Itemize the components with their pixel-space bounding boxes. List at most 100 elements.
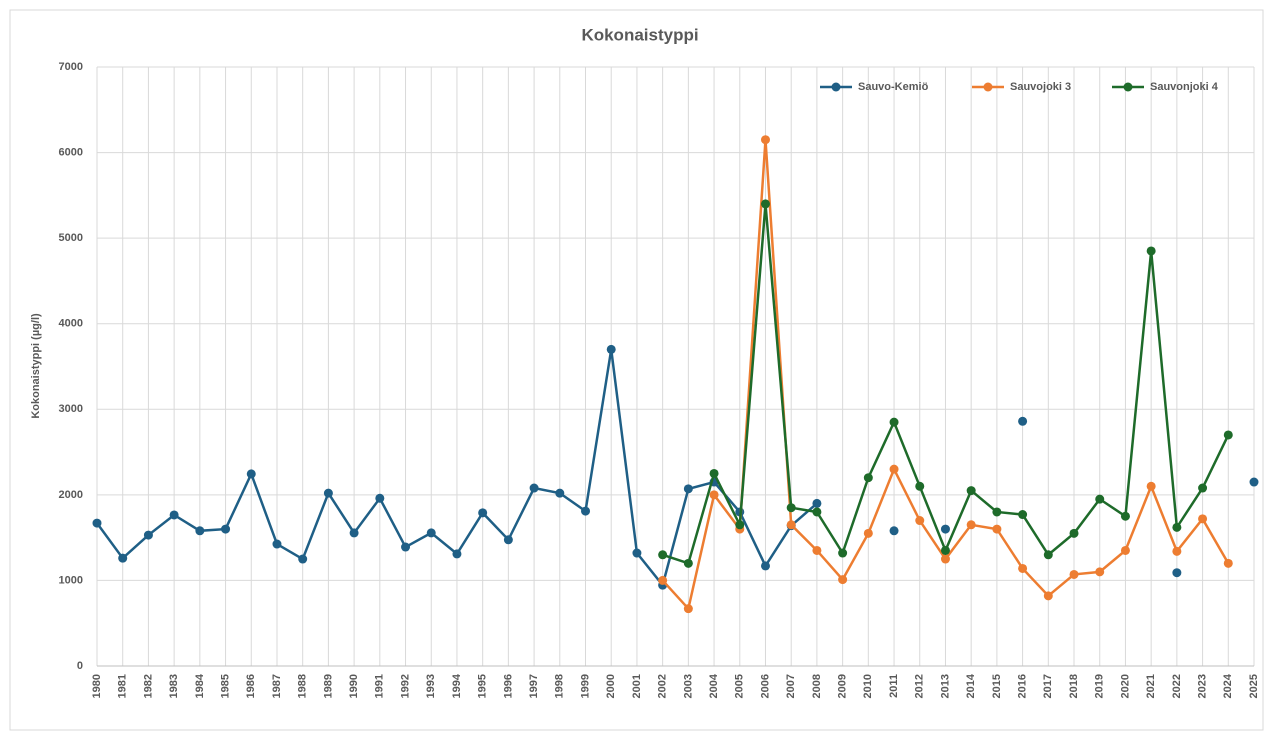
data-point bbox=[889, 526, 899, 536]
x-tick-label: 1997 bbox=[528, 674, 540, 698]
x-tick-label: 2020 bbox=[1119, 674, 1131, 698]
x-tick-label: 2003 bbox=[682, 674, 694, 698]
x-tick-label: 2001 bbox=[631, 674, 643, 698]
x-tick-label: 2022 bbox=[1171, 674, 1183, 698]
data-point bbox=[272, 539, 282, 549]
data-point bbox=[658, 575, 668, 585]
data-point bbox=[1249, 477, 1259, 487]
x-tick-label: 2024 bbox=[1222, 673, 1234, 698]
data-point bbox=[1120, 511, 1130, 521]
data-point bbox=[1223, 558, 1233, 568]
data-point bbox=[863, 473, 873, 483]
x-tick-label: 1991 bbox=[374, 674, 386, 698]
x-tick-label: 2006 bbox=[759, 674, 771, 698]
data-point bbox=[760, 561, 770, 571]
y-tick-label: 6000 bbox=[59, 146, 83, 158]
x-tick-label: 1987 bbox=[271, 674, 283, 698]
x-tick-label: 1985 bbox=[219, 674, 231, 698]
data-point bbox=[1095, 494, 1105, 504]
data-point bbox=[478, 508, 488, 518]
x-tick-label: 2012 bbox=[914, 674, 926, 698]
data-point bbox=[375, 493, 385, 503]
data-point bbox=[658, 550, 668, 560]
data-point bbox=[555, 488, 565, 498]
x-tick-label: 1994 bbox=[451, 673, 463, 698]
data-point bbox=[1172, 522, 1182, 532]
data-point bbox=[1146, 481, 1156, 491]
data-point bbox=[1069, 528, 1079, 538]
data-point bbox=[889, 464, 899, 474]
data-point bbox=[401, 542, 411, 552]
data-point bbox=[915, 516, 925, 526]
data-point bbox=[683, 558, 693, 568]
x-tick-label: 1995 bbox=[477, 674, 489, 698]
y-tick-label: 4000 bbox=[59, 318, 83, 330]
data-point bbox=[812, 545, 822, 555]
x-tick-label: 2008 bbox=[811, 674, 823, 698]
data-point bbox=[169, 510, 179, 520]
x-tick-label: 1993 bbox=[425, 674, 437, 698]
y-tick-label: 2000 bbox=[59, 489, 83, 501]
x-tick-label: 2010 bbox=[862, 674, 874, 698]
data-point bbox=[118, 553, 128, 563]
data-point bbox=[966, 520, 976, 530]
x-tick-label: 2015 bbox=[991, 674, 1003, 698]
x-tick-label: 2023 bbox=[1196, 674, 1208, 698]
data-point bbox=[503, 535, 513, 545]
x-tick-label: 2016 bbox=[1017, 674, 1029, 698]
y-tick-label: 5000 bbox=[59, 232, 83, 244]
data-point bbox=[1223, 430, 1233, 440]
legend-label: Sauvonjoki 4 bbox=[1150, 81, 1219, 93]
x-tick-label: 2005 bbox=[734, 674, 746, 698]
data-point bbox=[709, 490, 719, 500]
legend-marker bbox=[983, 82, 993, 92]
x-tick-label: 2021 bbox=[1145, 674, 1157, 698]
data-point bbox=[992, 507, 1002, 517]
data-point bbox=[889, 417, 899, 427]
data-point bbox=[1172, 546, 1182, 556]
data-point bbox=[838, 548, 848, 558]
data-point bbox=[786, 520, 796, 530]
data-point bbox=[581, 506, 591, 516]
x-tick-label: 1990 bbox=[348, 674, 360, 698]
legend-label: Sauvojoki 3 bbox=[1010, 81, 1071, 93]
x-tick-label: 2009 bbox=[837, 674, 849, 698]
data-point bbox=[221, 524, 231, 534]
x-tick-label: 2011 bbox=[888, 674, 900, 698]
data-point bbox=[452, 549, 462, 559]
data-point bbox=[940, 524, 950, 534]
data-point bbox=[426, 528, 436, 538]
data-point bbox=[1018, 510, 1028, 520]
x-tick-label: 1982 bbox=[142, 674, 154, 698]
data-point bbox=[246, 469, 256, 479]
data-point bbox=[323, 488, 333, 498]
data-point bbox=[812, 498, 822, 508]
data-point bbox=[838, 575, 848, 585]
data-point bbox=[812, 507, 822, 517]
x-tick-label: 1996 bbox=[502, 674, 514, 698]
x-tick-label: 2025 bbox=[1248, 674, 1260, 698]
data-point bbox=[529, 483, 539, 493]
data-point bbox=[863, 528, 873, 538]
legend-marker bbox=[831, 82, 841, 92]
y-tick-label: 0 bbox=[77, 660, 83, 672]
data-point bbox=[1198, 483, 1208, 493]
data-point bbox=[1172, 568, 1182, 578]
x-tick-label: 2002 bbox=[657, 674, 669, 698]
data-point bbox=[1043, 550, 1053, 560]
data-point bbox=[632, 548, 642, 558]
data-point bbox=[92, 518, 102, 528]
data-point bbox=[143, 530, 153, 540]
data-point bbox=[992, 524, 1002, 534]
y-tick-label: 1000 bbox=[59, 574, 83, 586]
chart-title: Kokonaistyppi bbox=[581, 25, 698, 44]
x-tick-label: 1983 bbox=[168, 674, 180, 698]
data-point bbox=[760, 199, 770, 209]
y-tick-label: 3000 bbox=[59, 403, 83, 415]
data-point bbox=[1198, 514, 1208, 524]
data-point bbox=[195, 526, 205, 536]
data-point bbox=[606, 344, 616, 354]
data-point bbox=[1018, 563, 1028, 573]
data-point bbox=[349, 528, 359, 538]
